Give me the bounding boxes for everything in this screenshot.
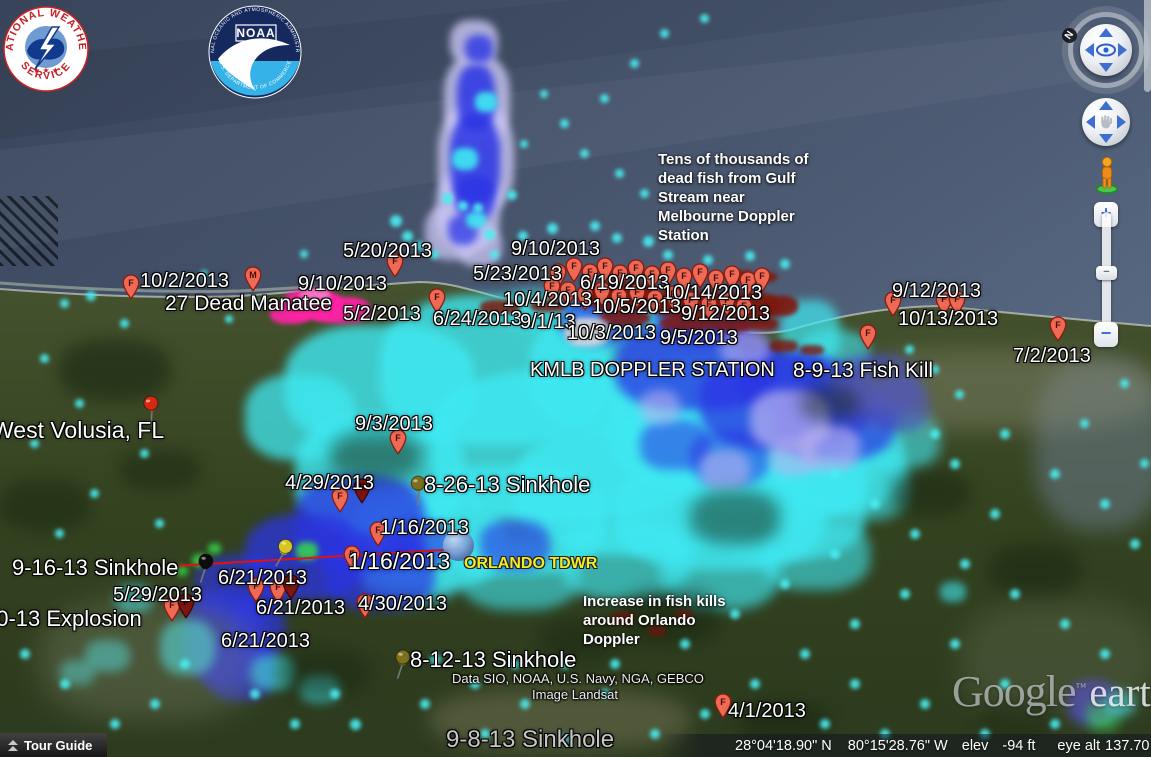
zoom-out-button[interactable]: −	[1094, 322, 1118, 347]
map-label[interactable]: 5/29/2013	[113, 584, 202, 607]
map-label[interactable]: 10/2/2013	[140, 270, 229, 293]
move-up-arrow[interactable]	[1099, 101, 1113, 110]
look-down-arrow[interactable]	[1099, 63, 1113, 72]
map-label[interactable]: 6/21/2013	[221, 630, 310, 653]
annotation-orlando: Increase in fish killsaround OrlandoDopp…	[583, 592, 726, 649]
map-label[interactable]: 9-16-13 Sinkhole	[12, 555, 178, 581]
look-joystick[interactable]	[1080, 24, 1132, 76]
map-label[interactable]: 4/30/2013	[358, 593, 447, 616]
credit-line: Data SIO, NOAA, U.S. Navy, NGA, GEBCO	[452, 671, 704, 686]
pegman-street-view[interactable]	[1095, 156, 1119, 194]
eye-altitude-value: 137.70 mi	[1105, 738, 1151, 754]
map-label[interactable]: ORLANDO TDWR	[464, 555, 597, 573]
status-bar: 28°04'18.90" N 80°15'28.76" W elev -94 f…	[660, 734, 1151, 757]
elevation-label: elev	[962, 738, 989, 754]
map-label[interactable]: 4/1/2013	[728, 700, 806, 723]
map-label[interactable]: 10/13/2013	[898, 308, 998, 331]
map-label[interactable]: KMLB DOPPLER STATION	[530, 359, 775, 382]
map-label[interactable]: 8-9-13 Fish Kill	[793, 359, 933, 383]
map-label[interactable]: 5/23/2013	[473, 263, 562, 286]
tour-guide-bar[interactable]: Tour Guide	[0, 733, 107, 757]
elevation-value: -94 ft	[1002, 738, 1035, 754]
map-label[interactable]: 9/10/2013	[511, 238, 600, 261]
eye-altitude-label: eye alt	[1057, 738, 1100, 754]
look-left-arrow[interactable]	[1085, 43, 1094, 57]
annotation-melbourne: Tens of thousands ofdead fish from GulfS…	[658, 150, 809, 245]
panel-edge-strip	[1144, 0, 1151, 92]
map-label[interactable]: 7/2/2013	[1013, 345, 1091, 368]
svg-text:NOAA: NOAA	[236, 26, 275, 40]
map-label[interactable]: 9/12/2013	[681, 303, 770, 326]
map-label[interactable]: 9/3/2013	[355, 413, 433, 436]
map-label[interactable]: 5/2/2013	[343, 303, 421, 326]
noaa-logo: NOAA NATIONAL OCEANIC AND ATMOSPHERIC AD…	[206, 3, 304, 101]
google-earth-window: FFFFFFFFFFFFFFFFFFFFFFFFFFFFFFFFFFFFFFFF…	[0, 0, 1151, 757]
map-label[interactable]: 10/5/2013	[592, 296, 681, 319]
map-label[interactable]: 6/19/2013	[580, 272, 669, 295]
map-label[interactable]: 4/29/2013	[285, 472, 374, 495]
move-right-arrow[interactable]	[1117, 115, 1126, 129]
map-label[interactable]: 1/16/2013	[380, 517, 469, 540]
map-label[interactable]: 8-12-13 Sinkhole	[410, 647, 576, 673]
look-up-arrow[interactable]	[1099, 28, 1113, 37]
tour-guide-label: Tour Guide	[24, 738, 92, 753]
credit-line: Image Landsat	[532, 687, 618, 702]
map-label[interactable]: 6/21/2013	[256, 597, 345, 620]
expand-chevrons-icon[interactable]	[8, 740, 18, 751]
map-label[interactable]: 9/12/2013	[892, 280, 981, 303]
map-label[interactable]: 9/5/2013	[660, 327, 738, 350]
map-label[interactable]: West Volusia, FL	[0, 417, 164, 444]
nws-logo: NATIONAL WEATHER SERVICE ★ ★ ★	[2, 5, 90, 93]
label-layer: 10/2/201327 Dead Manatee9/10/20135/20/20…	[0, 0, 1151, 757]
move-joystick[interactable]	[1082, 98, 1130, 146]
pan-hand-icon	[1098, 114, 1114, 130]
google-wordmark: Google	[952, 667, 1076, 716]
map-label[interactable]: 9/10/2013	[298, 273, 387, 296]
eye-icon	[1095, 43, 1117, 57]
move-down-arrow[interactable]	[1099, 134, 1113, 143]
nws-stars: ★ ★ ★	[33, 66, 59, 75]
map-label[interactable]: 8-26-13 Sinkhole	[424, 472, 590, 498]
map-label[interactable]: 10/4/2013	[503, 289, 592, 312]
look-right-arrow[interactable]	[1118, 43, 1127, 57]
latitude-readout: 28°04'18.90" N	[735, 738, 832, 754]
map-label[interactable]: 5/20/2013	[343, 240, 432, 263]
google-earth-logo: Google™earth	[952, 666, 1151, 717]
map-label[interactable]: 6/21/2013	[218, 567, 307, 590]
map-label[interactable]: 30-13 Explosion	[0, 606, 142, 632]
map-label[interactable]: 10/3/2013	[567, 322, 656, 345]
trademark-symbol: ™	[1076, 681, 1086, 693]
map-label[interactable]: 9-8-13 Sinkhole	[446, 726, 614, 754]
move-left-arrow[interactable]	[1086, 115, 1095, 129]
earth-wordmark: earth	[1089, 669, 1151, 715]
zoom-slider-handle[interactable]: −	[1096, 266, 1117, 280]
longitude-readout: 80°15'28.76" W	[848, 738, 948, 754]
map-label[interactable]: 1/16/2013	[348, 548, 450, 575]
